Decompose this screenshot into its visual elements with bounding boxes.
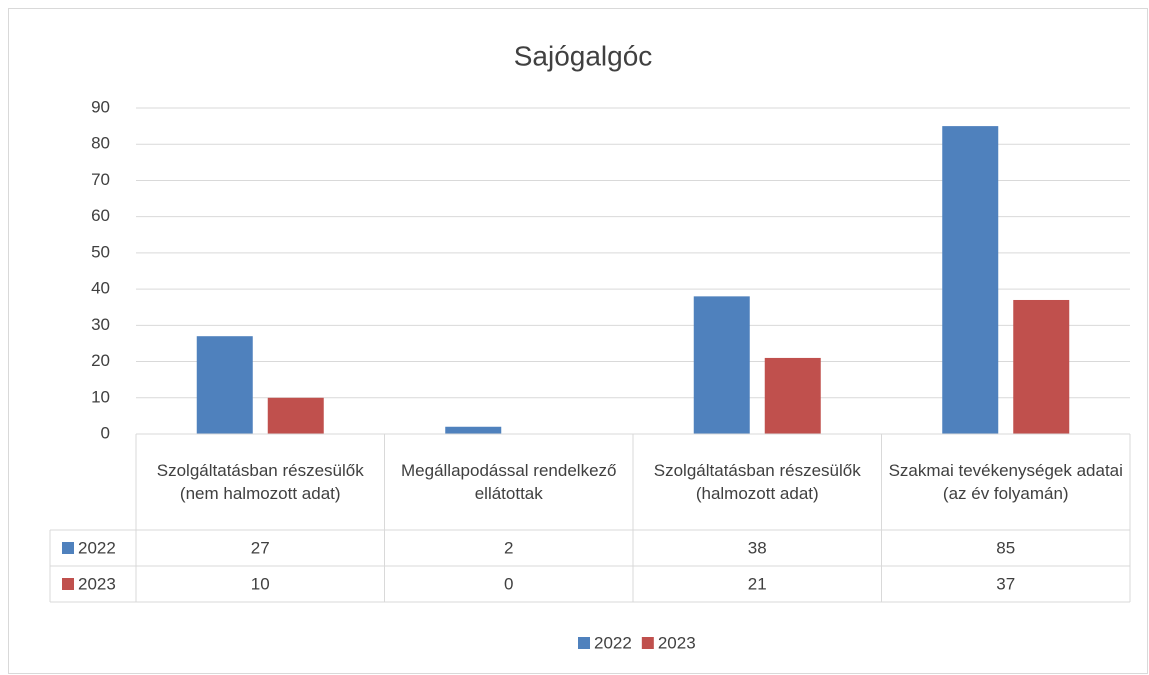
table-value: 38 bbox=[748, 538, 767, 557]
bar bbox=[764, 357, 821, 434]
legend-key bbox=[641, 637, 654, 649]
x-tick-label: Szolgáltatásban részesülők (halmozott ad… bbox=[653, 461, 861, 503]
y-tick-label: 0 bbox=[101, 423, 110, 442]
x-tick-label-box: Szakmai tevékenységek adatai (az év foly… bbox=[888, 461, 1123, 503]
y-tick-label: 80 bbox=[91, 134, 110, 153]
table-value: 21 bbox=[748, 574, 767, 593]
y-tick-label: 30 bbox=[91, 315, 110, 334]
x-tick-label: Megállapodással rendelkező ellátottak bbox=[401, 461, 617, 503]
bar bbox=[196, 336, 253, 434]
table-value: 37 bbox=[996, 574, 1015, 593]
x-tick-label-box: Megállapodással rendelkező ellátottak bbox=[401, 461, 617, 503]
table-value: 10 bbox=[251, 574, 270, 593]
bar bbox=[942, 126, 999, 434]
legend-label: 2022 bbox=[594, 633, 632, 652]
x-tick-label-box: Szolgáltatásban részesülők (halmozott ad… bbox=[653, 461, 861, 503]
y-tick-label: 40 bbox=[91, 279, 110, 298]
x-tick-label: Szakmai tevékenységek adatai (az év foly… bbox=[888, 461, 1123, 503]
table-legend-key bbox=[62, 578, 74, 590]
legend-label: 2023 bbox=[658, 633, 696, 652]
table-value: 85 bbox=[996, 538, 1015, 557]
bar bbox=[1013, 299, 1070, 434]
table-value: 0 bbox=[504, 574, 513, 593]
legend-key bbox=[578, 637, 590, 649]
y-tick-label: 90 bbox=[91, 97, 110, 116]
table-row-label: 2022 bbox=[78, 538, 116, 557]
table-legend-key bbox=[62, 542, 74, 554]
x-tick-label-box: Szolgáltatásban részesülők (nem halmozot… bbox=[156, 461, 364, 503]
table-value: 27 bbox=[251, 538, 270, 557]
y-tick-label: 70 bbox=[91, 170, 110, 189]
y-tick-label: 20 bbox=[91, 351, 110, 370]
x-tick-label: Szolgáltatásban részesülők (nem halmozot… bbox=[156, 461, 364, 503]
y-tick-label: 10 bbox=[91, 387, 110, 406]
bar bbox=[267, 397, 324, 434]
chart-title: Sajógalgóc bbox=[514, 40, 653, 71]
y-tick-label: 50 bbox=[91, 242, 110, 261]
y-tick-label: 60 bbox=[91, 206, 110, 225]
bar bbox=[693, 296, 750, 434]
table-row-label: 2023 bbox=[78, 574, 116, 593]
table-value: 2 bbox=[504, 538, 513, 557]
bar bbox=[445, 426, 502, 434]
